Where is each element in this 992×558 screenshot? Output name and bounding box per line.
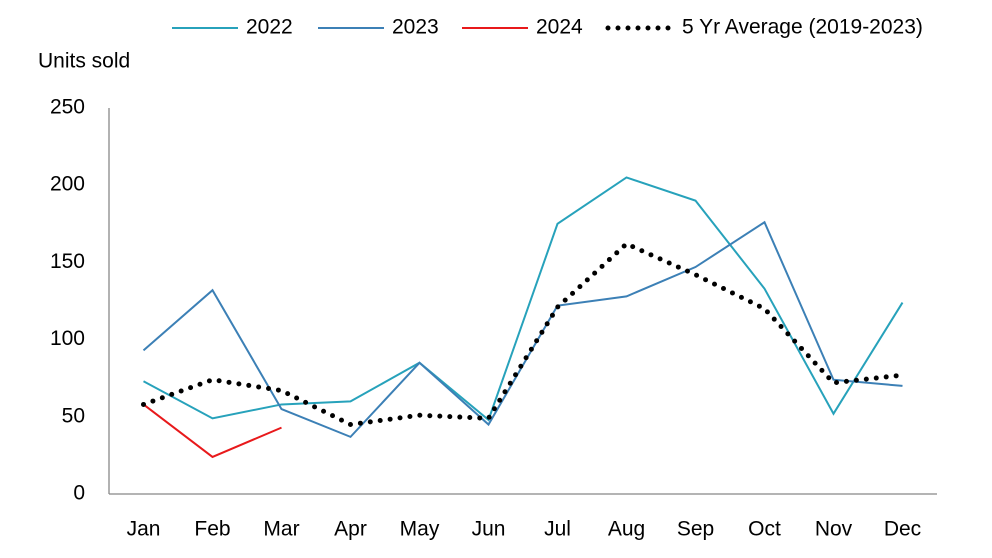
legend-label: 5 Yr Average (2019-2023) xyxy=(682,16,923,39)
x-tick-label: Jul xyxy=(544,518,571,541)
x-tick-label: Oct xyxy=(748,518,781,541)
y-tick-label: 250 xyxy=(50,96,85,119)
y-tick-label: 0 xyxy=(73,482,85,505)
x-tick-label: Sep xyxy=(677,518,714,541)
y-axis-label: Units sold xyxy=(38,50,130,73)
x-tick-label: Aug xyxy=(608,518,645,541)
y-tick-label: 50 xyxy=(62,404,85,427)
x-tick-label: Feb xyxy=(194,518,230,541)
x-tick-label: Mar xyxy=(263,518,299,541)
y-tick-label: 150 xyxy=(50,250,85,273)
y-tick-label: 100 xyxy=(50,327,85,350)
x-tick-label: Jan xyxy=(127,518,161,541)
x-tick-label: Jun xyxy=(472,518,506,541)
series-line xyxy=(141,240,905,428)
legend-label: 2024 xyxy=(536,16,583,39)
legend-label: 2023 xyxy=(392,16,439,39)
x-tick-label: Dec xyxy=(884,518,921,541)
series-line xyxy=(143,176,904,422)
x-tick-label: May xyxy=(400,518,440,541)
x-tick-label: Nov xyxy=(815,518,853,541)
x-tick-label: Apr xyxy=(334,518,367,541)
legend-label: 2022 xyxy=(246,16,293,39)
y-tick-label: 200 xyxy=(50,173,85,196)
series-line xyxy=(142,403,282,459)
series-line xyxy=(142,220,903,439)
